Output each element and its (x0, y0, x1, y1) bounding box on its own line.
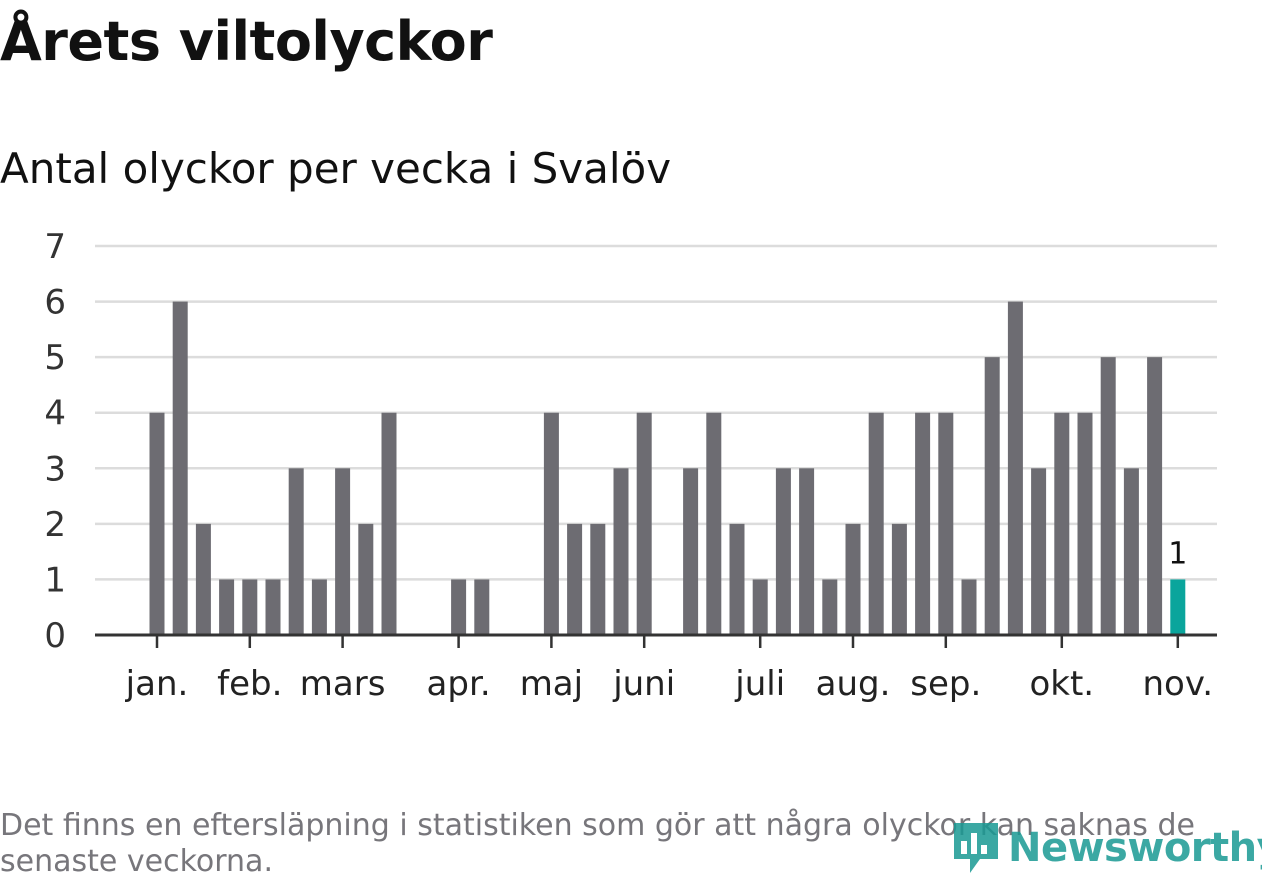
bar-chart: 0 1 2 3 4 5 6 7 1 jan. feb. mars apr. maj juni juli aug.… (44, 227, 1217, 704)
bar (1054, 412, 1070, 635)
x-tick-label: nov. (1142, 664, 1213, 704)
bar (1147, 357, 1163, 635)
data-label: 1 (1168, 536, 1187, 571)
bar (868, 412, 884, 635)
bar (172, 301, 188, 635)
x-tick-label: feb. (217, 664, 282, 704)
bar (891, 523, 907, 635)
bar (195, 523, 211, 635)
bar (961, 579, 977, 635)
bar (149, 412, 165, 635)
bar (265, 579, 281, 635)
y-tick-label: 0 (44, 616, 66, 656)
bar (938, 412, 954, 635)
bar (683, 468, 699, 635)
bar (1077, 412, 1093, 635)
bar (311, 579, 327, 635)
logo-text: Newsworthy (1008, 825, 1262, 871)
x-tick-label: apr. (427, 664, 491, 704)
bar (845, 523, 861, 635)
bar (636, 412, 652, 635)
bar (451, 579, 467, 635)
bar (242, 579, 258, 635)
newsworthy-logo: Newsworthy (950, 818, 1262, 878)
x-tick-label: aug. (816, 664, 891, 704)
bar (358, 523, 374, 635)
bar (613, 468, 629, 635)
y-tick-label: 1 (44, 560, 66, 600)
y-tick-label: 4 (44, 394, 66, 434)
bar (799, 468, 815, 635)
x-tick-label: mars (300, 664, 386, 704)
bar (288, 468, 304, 635)
x-tick-label: juli (734, 664, 785, 704)
y-tick-label: 7 (44, 227, 66, 267)
x-tick-label: sep. (910, 664, 981, 704)
bar (915, 412, 931, 635)
bar (706, 412, 722, 635)
x-tick-label: jan. (125, 664, 189, 704)
bar (567, 523, 583, 635)
bar (335, 468, 351, 635)
y-tick-label: 2 (44, 505, 66, 545)
bar (219, 579, 235, 635)
x-tick-label: maj (520, 664, 583, 704)
y-tick-label: 3 (44, 449, 66, 489)
y-tick-label: 5 (44, 338, 66, 378)
bar (1123, 468, 1139, 635)
bar (381, 412, 397, 635)
chart-subtitle: Antal olyckor per vecka i Svalöv (0, 144, 672, 193)
bar (984, 357, 1000, 635)
bar (822, 579, 838, 635)
chart-title: Årets viltolyckor (0, 10, 493, 73)
bar (1007, 301, 1023, 635)
bar (775, 468, 791, 635)
newsworthy-logo-icon (954, 823, 998, 873)
x-tick-label: okt. (1029, 664, 1094, 704)
bar (474, 579, 490, 635)
y-tick-label: 6 (44, 283, 66, 323)
bar (1100, 357, 1116, 635)
bar (1031, 468, 1047, 635)
bar (590, 523, 606, 635)
x-tick-label: juni (612, 664, 675, 704)
bar (543, 412, 559, 635)
bar (729, 523, 745, 635)
bar (752, 579, 768, 635)
bar-highlight (1170, 579, 1186, 635)
